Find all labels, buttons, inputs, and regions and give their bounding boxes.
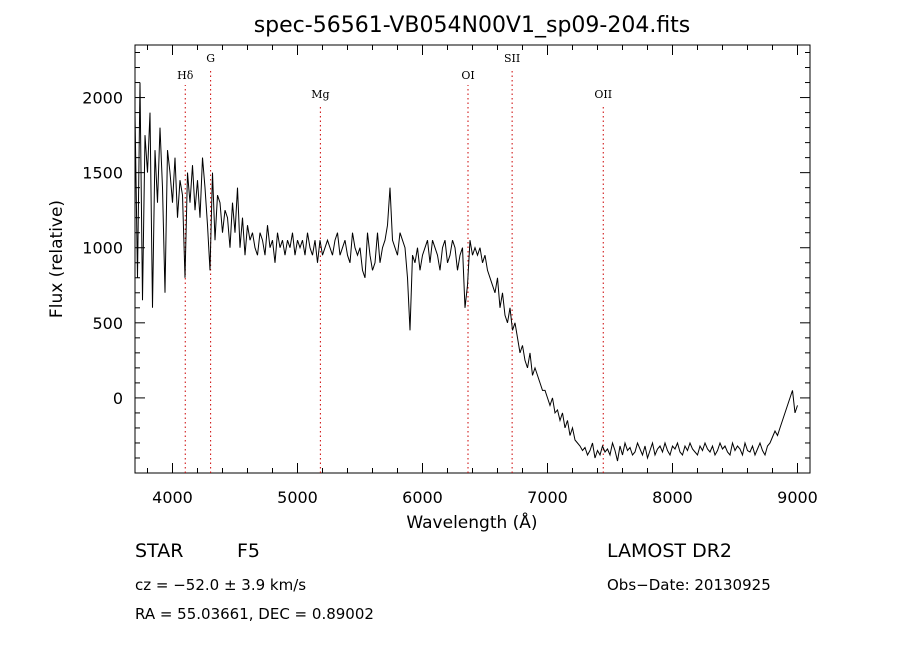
y-tick-label: 0 — [113, 389, 123, 408]
plot-frame — [134, 44, 811, 474]
x-tick-label: 9000 — [777, 488, 818, 507]
survey-name: LAMOST DR2 — [607, 540, 732, 562]
y-tick-label: 500 — [92, 314, 123, 333]
chart-title: spec-56561-VB054N00V1_sp09-204.fits — [254, 13, 691, 38]
spectral-line-label: OII — [594, 88, 612, 101]
spectral-line-label: SII — [504, 52, 520, 65]
y-tick-label: 1000 — [82, 239, 123, 258]
x-axis-label: Wavelength (Å) — [406, 511, 537, 533]
x-tick-label: 6000 — [402, 488, 443, 507]
y-axis-label: Flux (relative) — [47, 200, 67, 318]
x-tick-label: 5000 — [277, 488, 318, 507]
spectrum-line — [134, 82, 798, 462]
spectral-line-label: Hδ — [177, 69, 194, 82]
spectral-line-label: Mg — [311, 88, 329, 101]
x-tick-label: 4000 — [152, 488, 193, 507]
spectral-line-markers: Hδ G Mg OI SII OII — [177, 52, 612, 473]
observation-date: Obs−Date: 20130925 — [607, 576, 771, 594]
spectral-line-label: G — [206, 52, 215, 65]
spectral-line-label: OI — [461, 69, 474, 82]
axis-ticks: 4000 5000 6000 7000 8000 9000 0 500 1000 1500 2000 — [82, 45, 818, 507]
x-tick-label: 8000 — [652, 488, 693, 507]
object-class: STAR — [135, 540, 184, 562]
redshift-readout: cz = −52.0 ± 3.9 km/s — [135, 576, 307, 594]
object-subclass: F5 — [237, 540, 261, 562]
coordinates-readout: RA = 55.03661, DEC = 0.89002 — [135, 605, 374, 623]
y-tick-label: 2000 — [82, 89, 123, 108]
x-tick-label: 7000 — [527, 488, 568, 507]
y-tick-label: 1500 — [82, 164, 123, 183]
